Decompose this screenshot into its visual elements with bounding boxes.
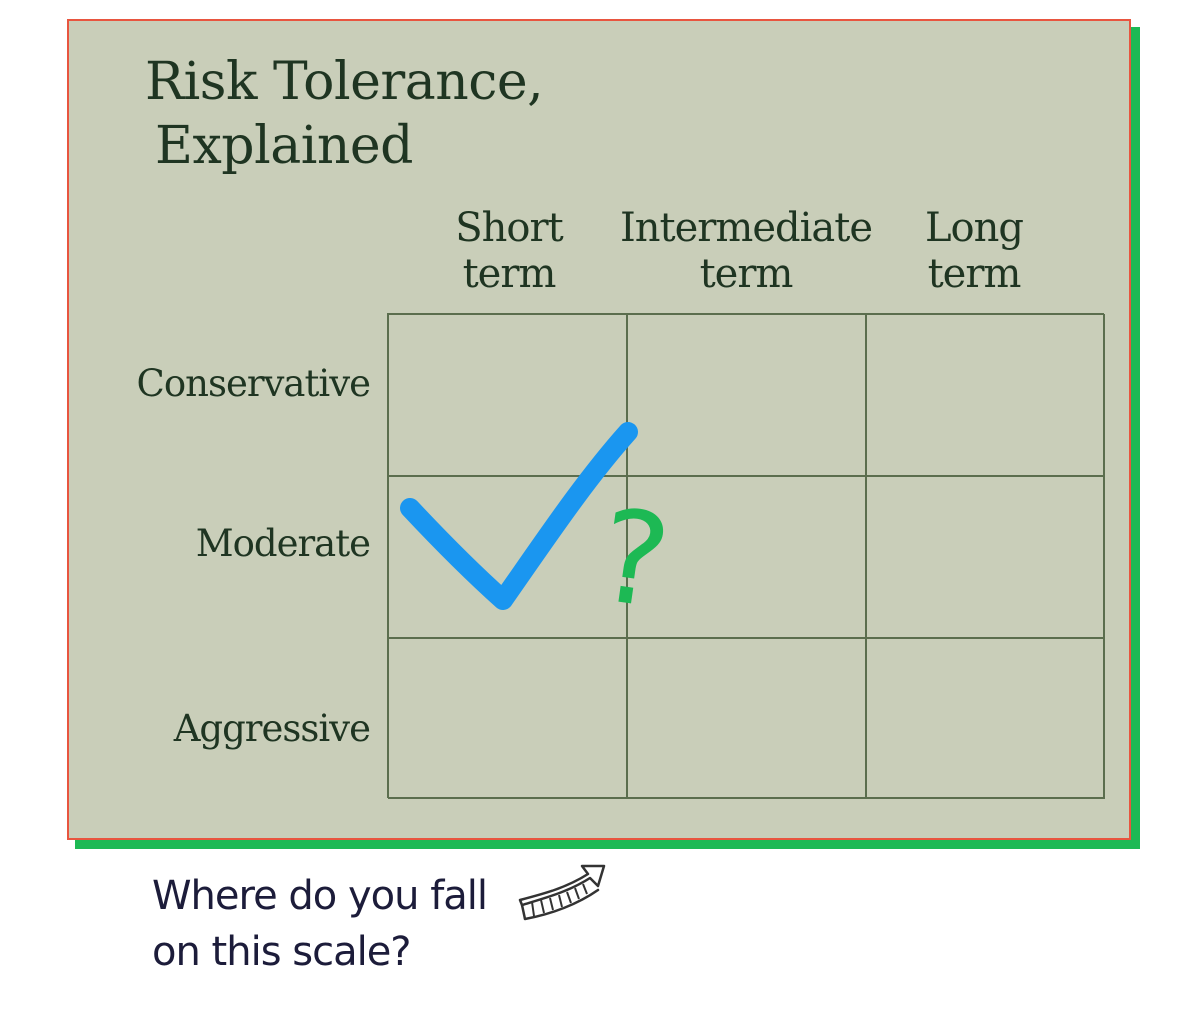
column-header-line-2: term bbox=[462, 251, 557, 297]
question-line-1: Where do you fall bbox=[152, 873, 488, 919]
cell-moderate-short bbox=[388, 476, 627, 638]
cell-aggressive-short bbox=[388, 638, 627, 799]
cell-moderate-long bbox=[866, 476, 1105, 638]
column-header-long-term: Long term bbox=[912, 205, 1036, 297]
cell-conservative-short bbox=[388, 314, 627, 476]
column-header-line-1: Intermediate bbox=[619, 205, 873, 251]
cell-aggressive-intermediate bbox=[627, 638, 866, 799]
risk-grid bbox=[387, 313, 1105, 799]
row-header-moderate: Moderate bbox=[195, 522, 371, 565]
title-line-1: Risk Tolerance, bbox=[145, 52, 544, 112]
column-header-intermediate-term: Intermediate term bbox=[606, 205, 886, 297]
column-header-line-1: Long bbox=[924, 205, 1024, 251]
title-line-2: Explained bbox=[155, 116, 413, 176]
row-header-aggressive: Aggressive bbox=[173, 707, 371, 750]
row-header-conservative: Conservative bbox=[136, 362, 371, 405]
column-header-line-1: Short bbox=[455, 205, 563, 251]
cell-conservative-intermediate bbox=[627, 314, 866, 476]
page-title: Risk Tolerance, Explained bbox=[145, 50, 544, 178]
column-header-line-2: term bbox=[699, 251, 794, 297]
cell-conservative-long bbox=[866, 314, 1105, 476]
column-header-short-term: Short term bbox=[446, 205, 572, 297]
cell-moderate-intermediate bbox=[627, 476, 866, 638]
column-header-line-2: term bbox=[927, 251, 1022, 297]
cell-aggressive-long bbox=[866, 638, 1105, 799]
scale-question: Where do you fall on this scale? bbox=[152, 868, 488, 980]
question-line-2: on this scale? bbox=[152, 929, 412, 975]
curved-arrow-icon bbox=[518, 864, 606, 921]
